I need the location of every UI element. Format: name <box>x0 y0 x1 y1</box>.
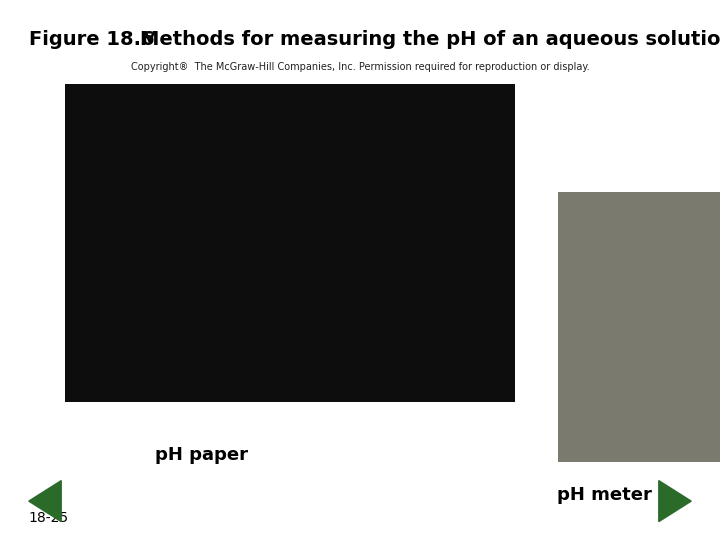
Bar <box>65 84 515 402</box>
Text: Figure 18.6: Figure 18.6 <box>29 30 154 49</box>
Bar <box>558 192 720 462</box>
Polygon shape <box>29 481 61 522</box>
Text: Copyright®  The McGraw-Hill Companies, Inc. Permission required for reproduction: Copyright® The McGraw-Hill Companies, In… <box>130 62 590 72</box>
Polygon shape <box>659 481 691 522</box>
Text: pH meter: pH meter <box>557 486 652 504</box>
Text: pH paper: pH paper <box>155 446 248 463</box>
Text: 18-25: 18-25 <box>29 511 69 525</box>
Text: Methods for measuring the pH of an aqueous solution.: Methods for measuring the pH of an aqueo… <box>140 30 720 49</box>
